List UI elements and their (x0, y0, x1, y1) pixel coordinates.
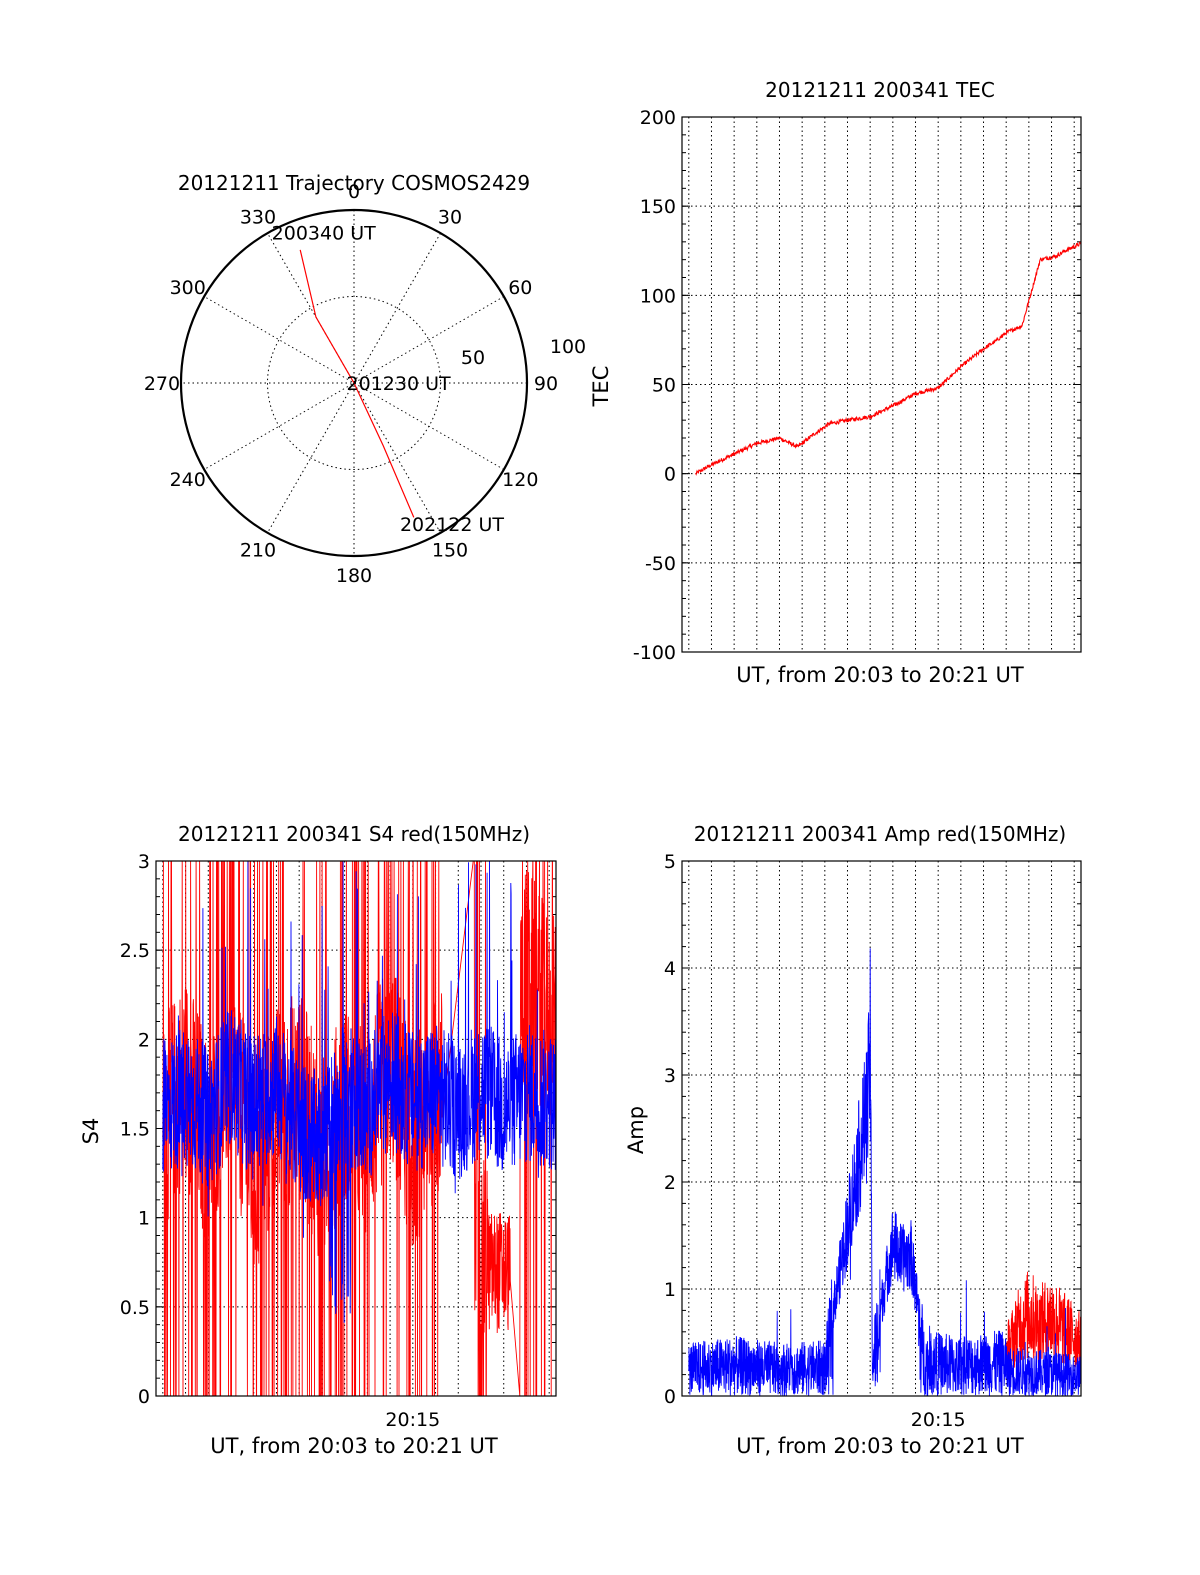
y-tick-label: 3 (138, 851, 150, 873)
trajectory-annotation: 201230 UT (347, 373, 451, 395)
y-tick-label: 2 (664, 1172, 676, 1194)
y-tick-label: 1.5 (120, 1119, 150, 1141)
y-tick-label: 5 (664, 851, 676, 873)
y-tick-label: 2.5 (120, 940, 150, 962)
y-tick-label: 50 (652, 375, 676, 397)
azimuth-label: 180 (336, 565, 372, 587)
azimuth-label: 210 (240, 539, 276, 561)
trajectory-title: 20121211 Trajectory COSMOS2429 (178, 171, 530, 195)
amp-panel: 20121211 200341 Amp red(150MHz) 5 4 3 2 1 0 20… (624, 822, 1082, 1458)
polar-spoke (203, 296, 505, 470)
plot-frame (681, 116, 1082, 653)
polar-labels: 0 30 60 90 120 150 180 210 240 270 300 330 50 100 (144, 181, 586, 587)
azimuth-label: 120 (502, 469, 538, 491)
s4-plot-area: 3 2.5 2 1.5 1 0.5 0 20:15 (120, 851, 557, 1431)
y-tick-label: 2 (138, 1029, 150, 1051)
tec-plot-area: 200 150 100 50 0 -50 -100 (633, 107, 1082, 664)
radius-label: 50 (461, 347, 485, 369)
tec-title: 20121211 200341 TEC (765, 78, 995, 102)
azimuth-label: 330 (240, 207, 276, 229)
y-tick-label: 1 (664, 1279, 676, 1301)
azimuth-label: 270 (144, 373, 180, 395)
trajectory-panel: 20121211 Trajectory COSMOS2429 0 30 60 90 12… (144, 171, 586, 587)
tec-xlabel: UT, from 20:03 to 20:21 UT (736, 663, 1024, 687)
trajectory-track (299, 249, 415, 518)
y-tick-label: 0.5 (120, 1297, 150, 1319)
polar-spoke (267, 232, 441, 534)
s4-panel: 20121211 200341 S4 red(150MHz) 3 2.5 2 1.5 1… (79, 822, 557, 1458)
polar-grid (179, 208, 529, 558)
y-tick-label: 0 (664, 1386, 676, 1408)
amp-series-red (1005, 1271, 1082, 1374)
azimuth-label: 240 (170, 469, 206, 491)
azimuth-label: 90 (534, 373, 558, 395)
s4-xlabel: UT, from 20:03 to 20:21 UT (210, 1434, 498, 1458)
amp-xlabel: UT, from 20:03 to 20:21 UT (736, 1434, 1024, 1458)
y-tick-label: 1 (138, 1208, 150, 1230)
tec-panel: 20121211 200341 TEC 200150100500-50-100 … (589, 78, 1082, 687)
amp-ylabel: Amp (624, 1106, 648, 1154)
y-tick-label: 0 (138, 1386, 150, 1408)
polar-spoke (203, 296, 505, 470)
tec-series-line (695, 241, 1082, 476)
s4-series-blue (162, 861, 556, 1323)
azimuth-label: 60 (508, 277, 532, 299)
azimuth-label: 300 (170, 277, 206, 299)
x-tick-label: 20:15 (911, 1409, 966, 1431)
amp-plot-area: 5 4 3 2 1 0 20:15 (664, 851, 1082, 1431)
y-tick-label: 100 (640, 285, 676, 307)
y-tick-label: 3 (664, 1065, 676, 1087)
s4-series-group (162, 861, 556, 1396)
plot-frame (155, 860, 557, 1397)
plot-frame (681, 860, 1082, 1397)
radius-label: 100 (550, 336, 586, 358)
y-tick-label: 150 (640, 196, 676, 218)
polar-spoke (267, 232, 441, 534)
s4-ylabel: S4 (79, 1118, 103, 1145)
x-tick-label: 20:15 (385, 1409, 440, 1431)
y-tick-label: -50 (645, 553, 676, 575)
y-tick-label: 200 (640, 107, 676, 129)
y-tick-label: 4 (664, 958, 676, 980)
azimuth-label: 150 (432, 539, 468, 561)
azimuth-label: 0 (348, 181, 360, 203)
azimuth-label: 30 (438, 207, 462, 229)
y-tick-label: -100 (633, 642, 676, 664)
amp-title: 20121211 200341 Amp red(150MHz) (694, 822, 1066, 846)
y-tick-label: 0 (664, 464, 676, 486)
polar-track: 200340 UT 201230 UT 202122 UT (272, 223, 505, 536)
s4-title: 20121211 200341 S4 red(150MHz) (178, 822, 530, 846)
trajectory-annotation: 202122 UT (400, 514, 504, 536)
amp-series-blue (688, 948, 1082, 1397)
tec-ylabel: TEC (589, 366, 613, 408)
trajectory-annotation: 200340 UT (272, 223, 376, 245)
